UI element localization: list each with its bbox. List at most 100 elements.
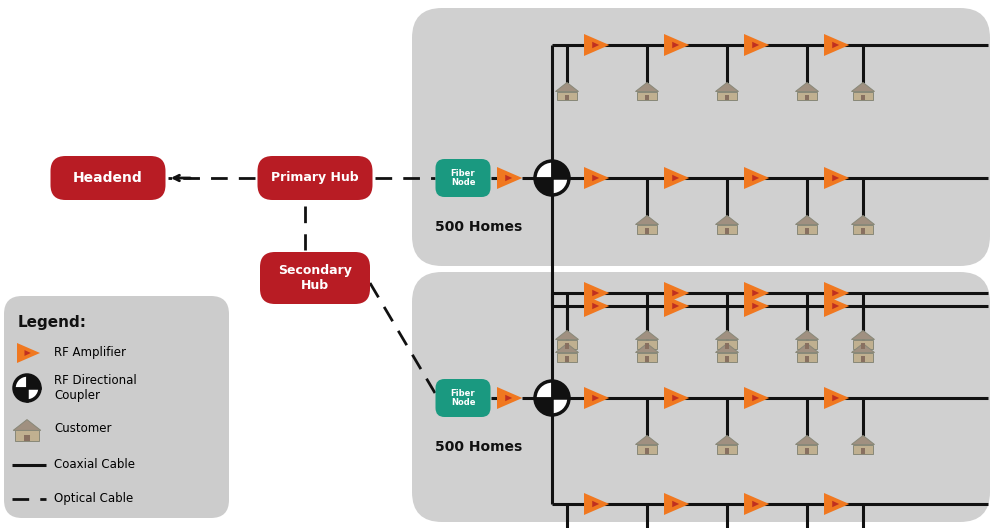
- Polygon shape: [716, 82, 739, 91]
- Polygon shape: [636, 436, 658, 445]
- Polygon shape: [852, 331, 875, 340]
- Polygon shape: [584, 282, 609, 304]
- FancyBboxPatch shape: [51, 156, 166, 200]
- Polygon shape: [832, 501, 839, 507]
- Polygon shape: [832, 395, 839, 401]
- Polygon shape: [824, 167, 849, 189]
- Polygon shape: [852, 436, 875, 445]
- Polygon shape: [552, 161, 569, 178]
- Polygon shape: [672, 501, 679, 507]
- Polygon shape: [672, 42, 679, 48]
- Polygon shape: [497, 387, 522, 409]
- Polygon shape: [645, 448, 649, 454]
- Polygon shape: [637, 91, 657, 100]
- Polygon shape: [13, 420, 41, 430]
- Polygon shape: [672, 175, 679, 181]
- Polygon shape: [805, 448, 809, 454]
- Polygon shape: [752, 175, 759, 181]
- FancyBboxPatch shape: [4, 296, 229, 518]
- Polygon shape: [744, 282, 769, 304]
- Polygon shape: [636, 215, 658, 224]
- Polygon shape: [752, 290, 759, 296]
- FancyBboxPatch shape: [260, 252, 370, 304]
- Polygon shape: [557, 91, 577, 100]
- Polygon shape: [805, 228, 809, 233]
- Polygon shape: [716, 331, 739, 340]
- Polygon shape: [861, 343, 865, 348]
- Polygon shape: [805, 343, 809, 348]
- Polygon shape: [637, 445, 657, 454]
- Polygon shape: [24, 350, 31, 356]
- Polygon shape: [637, 340, 657, 348]
- Polygon shape: [552, 381, 569, 398]
- Polygon shape: [584, 493, 609, 515]
- Polygon shape: [725, 343, 729, 348]
- Polygon shape: [592, 42, 599, 48]
- Polygon shape: [535, 398, 552, 415]
- Polygon shape: [805, 356, 809, 362]
- Polygon shape: [497, 167, 522, 189]
- Polygon shape: [744, 34, 769, 56]
- Polygon shape: [725, 448, 729, 454]
- Polygon shape: [853, 91, 873, 100]
- Polygon shape: [664, 167, 689, 189]
- Polygon shape: [636, 344, 658, 353]
- Polygon shape: [853, 224, 873, 233]
- Polygon shape: [752, 303, 759, 309]
- Polygon shape: [725, 95, 729, 100]
- Text: RF Amplifier: RF Amplifier: [54, 346, 126, 360]
- Polygon shape: [797, 340, 817, 348]
- Polygon shape: [557, 353, 577, 362]
- FancyBboxPatch shape: [435, 379, 490, 417]
- Polygon shape: [796, 215, 819, 224]
- FancyBboxPatch shape: [258, 156, 372, 200]
- Polygon shape: [717, 340, 737, 348]
- Polygon shape: [717, 445, 737, 454]
- Polygon shape: [861, 228, 865, 233]
- Polygon shape: [853, 353, 873, 362]
- Polygon shape: [14, 388, 27, 401]
- Polygon shape: [636, 82, 658, 91]
- Text: Coaxial Cable: Coaxial Cable: [54, 458, 135, 472]
- Polygon shape: [672, 290, 679, 296]
- Polygon shape: [805, 95, 809, 100]
- Polygon shape: [861, 95, 865, 100]
- Polygon shape: [672, 395, 679, 401]
- Text: Secondary
Hub: Secondary Hub: [278, 264, 352, 292]
- Polygon shape: [584, 167, 609, 189]
- Polygon shape: [725, 228, 729, 233]
- Polygon shape: [645, 228, 649, 233]
- Text: Fiber
Node: Fiber Node: [451, 168, 475, 187]
- Polygon shape: [797, 91, 817, 100]
- Polygon shape: [592, 501, 599, 507]
- Polygon shape: [535, 178, 552, 195]
- Polygon shape: [584, 295, 609, 317]
- Polygon shape: [725, 356, 729, 362]
- Text: Customer: Customer: [54, 422, 112, 436]
- Circle shape: [535, 161, 569, 195]
- Polygon shape: [796, 331, 819, 340]
- Text: Optical Cable: Optical Cable: [54, 493, 133, 505]
- Polygon shape: [752, 395, 759, 401]
- Polygon shape: [716, 215, 739, 224]
- Text: Headend: Headend: [73, 171, 143, 185]
- Polygon shape: [645, 343, 649, 348]
- Polygon shape: [592, 290, 599, 296]
- Polygon shape: [824, 282, 849, 304]
- Polygon shape: [565, 356, 569, 362]
- Circle shape: [14, 375, 40, 401]
- FancyBboxPatch shape: [412, 272, 990, 522]
- Polygon shape: [832, 303, 839, 309]
- Polygon shape: [565, 343, 569, 348]
- Polygon shape: [716, 344, 739, 353]
- Polygon shape: [664, 493, 689, 515]
- Polygon shape: [744, 295, 769, 317]
- Polygon shape: [832, 42, 839, 48]
- Polygon shape: [797, 224, 817, 233]
- Polygon shape: [664, 295, 689, 317]
- Polygon shape: [15, 430, 39, 441]
- Polygon shape: [744, 387, 769, 409]
- Text: 500 Homes: 500 Homes: [435, 440, 522, 454]
- Polygon shape: [832, 175, 839, 181]
- Polygon shape: [832, 290, 839, 296]
